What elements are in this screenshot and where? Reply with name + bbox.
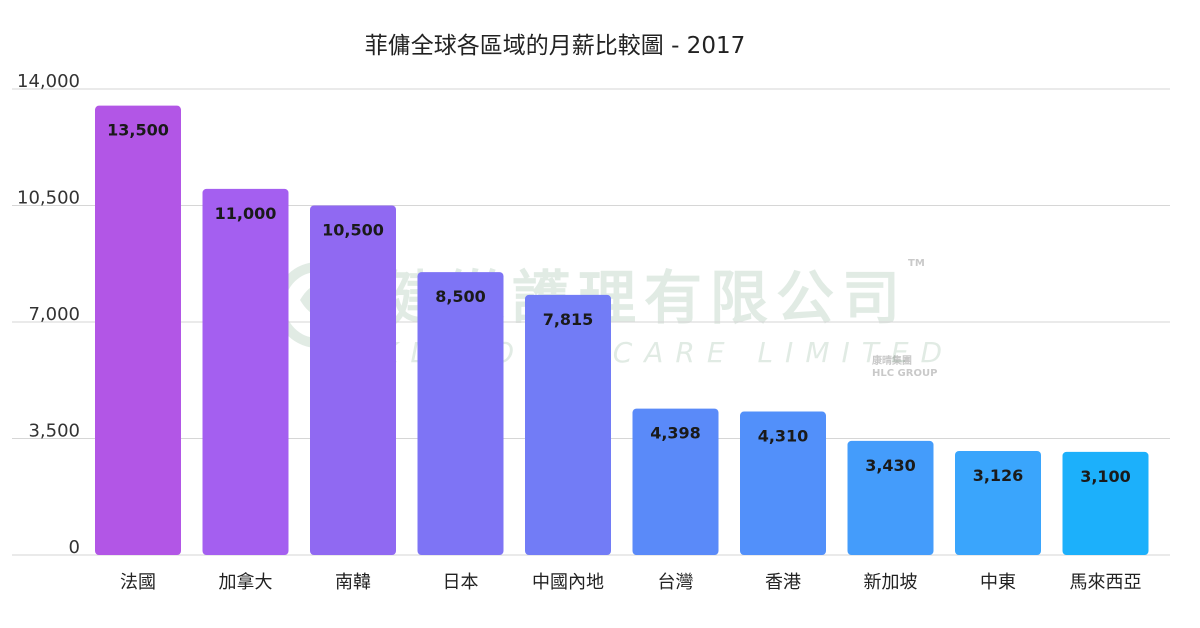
bar [202,188,289,555]
value-label: 3,126 [973,466,1024,485]
category-label: 香港 [765,572,801,593]
value-label: 7,815 [543,310,594,329]
bar [310,205,396,555]
bars [95,105,1149,556]
bar [95,105,181,556]
category-label: 台灣 [658,572,694,593]
category-label: 法國 [120,572,156,593]
labels: 0 3,500 7,000 10,500 14,000 13,500 法國 11,000 加拿大… [17,71,1141,593]
category-label: 日本 [443,572,479,593]
y-tick-label: 7,000 [28,304,80,325]
bar [847,440,934,555]
y-tick-label: 3,500 [28,421,80,442]
y-tick-label: 14,000 [17,71,80,92]
category-label: 中國內地 [532,572,604,593]
category-label: 新加坡 [864,572,918,593]
chart-title: 菲傭全球各區域的月薪比較圖 - 2017 [364,33,746,59]
category-label: 南韓 [335,572,371,593]
value-label: 4,310 [758,427,809,446]
bar [632,408,719,555]
bar [417,272,504,555]
value-label: 13,500 [107,121,169,140]
value-label: 10,500 [322,221,384,240]
y-tick-label: 10,500 [17,188,80,209]
watermark-group-cn: 康晴集團 [872,354,912,367]
watermark-group-en: HLC GROUP [872,368,937,379]
category-label: 加拿大 [219,571,273,593]
value-label: 8,500 [435,287,486,306]
value-label: 11,000 [215,204,277,223]
y-tick-label: 0 [69,537,80,558]
bar [525,294,611,555]
value-label: 3,430 [865,456,916,475]
value-label: 4,398 [650,424,701,443]
bar [740,411,826,555]
category-label: 馬來西亞 [1070,572,1142,593]
value-label: 3,100 [1080,467,1131,486]
bar [1062,451,1149,555]
bar [955,450,1041,555]
category-label: 中東 [980,572,1016,593]
watermark-tm: TM [908,258,925,269]
